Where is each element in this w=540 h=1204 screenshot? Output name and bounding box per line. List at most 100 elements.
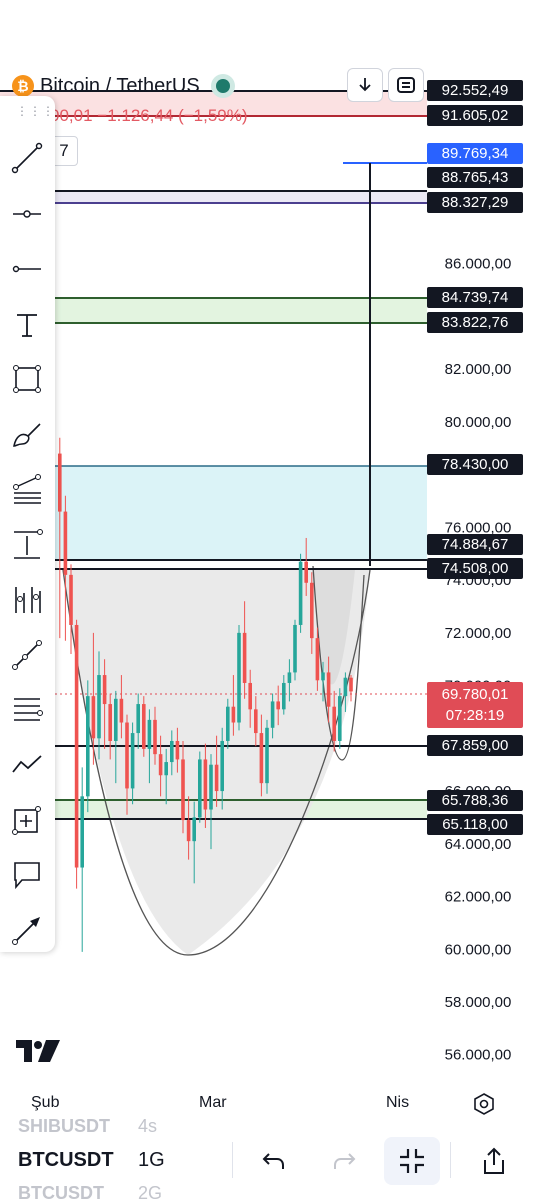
candle-body [186,820,191,842]
candle-body [265,727,269,784]
candle-body [231,706,236,723]
price-tick-2: 80.000,00 [445,414,512,431]
price-change: 00,01 −1.126,44 (−1,59%) [50,106,248,125]
horizontal-line-tool[interactable] [9,251,45,287]
market-open-indicator [215,79,230,93]
tradingview-logo-icon [16,1040,62,1067]
candle-body [198,759,202,818]
candle-body [181,759,185,821]
download-button[interactable] [347,68,383,102]
prev-symbol[interactable]: SHIBUSDT [18,1116,111,1136]
cyan-target-zone [55,466,427,560]
current-interval[interactable]: 1G [138,1149,165,1171]
price-label-2: 89.769,34 [427,143,523,164]
candle-body [349,677,353,692]
price-ticks: 86.000,0082.000,0080.000,0076.000,0074.0… [445,256,512,1064]
time-label-feb: Şub [31,1094,60,1111]
path-icon [12,640,42,670]
symbol-header[interactable]: ₿ Bitcoin / TetherUS [12,70,230,102]
arrow-icon [12,917,40,945]
candle-body [130,733,135,789]
fullscreen-collapse-icon [400,1149,424,1173]
horizontal-ray-tool[interactable] [9,196,45,232]
candle-body [69,574,73,625]
current-symbol[interactable]: BTCUSDT [18,1149,114,1171]
chart-settings-button[interactable] [470,1090,498,1118]
candle-body [114,698,118,741]
callout-icon [14,862,40,890]
candle-body [276,701,280,710]
price-label-3: 88.765,43 [427,167,523,188]
prev-interval[interactable]: 4s [138,1116,158,1136]
candle-body [321,672,325,681]
purple-zone [55,191,427,203]
horizontal-ray-icon [13,210,41,218]
pitchfork-icon [15,587,41,613]
candle-body [298,561,303,625]
rectangle-icon [13,365,41,393]
next-interval[interactable]: 2G [138,1183,163,1203]
time-label-apr: Nis [386,1094,410,1111]
trend-line-tool[interactable] [9,140,45,176]
callout-tool[interactable] [9,857,45,893]
pattern-icon [12,755,42,773]
parallel-channel-tool[interactable] [9,692,45,728]
rectangle-tool[interactable] [9,361,45,397]
redo-icon [334,1153,356,1169]
candle-body [326,672,331,707]
candle-body [63,511,68,575]
time-label-mar: Mar [199,1094,227,1111]
undo-icon [262,1153,284,1169]
text-tool[interactable] [9,306,45,342]
candle-body [242,632,247,683]
candle-body [136,704,140,734]
bottom-divider [232,1142,233,1178]
long-position-tool[interactable] [9,527,45,563]
horizontal-lines [0,90,427,820]
candle-body [164,762,168,776]
candle-body [259,733,264,784]
candle-body [102,675,107,705]
price-label-6: 83.822,76 [427,312,523,333]
fullscreen-collapse-button[interactable] [384,1137,440,1185]
measure-icon [12,806,41,835]
pattern-tool[interactable] [9,747,45,783]
horizontal-line-icon [12,265,41,273]
price-tick-1: 82.000,00 [445,361,512,378]
price-label-10: 67.859,00 [427,735,523,756]
undo-button[interactable] [246,1137,302,1185]
candle-body [147,719,152,749]
candle-body [58,453,62,512]
pitchfork-tool[interactable] [9,582,45,618]
bar-countdown: 07:28:19 [445,707,505,724]
candle-body [304,561,308,583]
price-label-11: 65.788,36 [427,790,523,811]
path-tool[interactable] [9,637,45,673]
next-symbol[interactable]: BTCUSDT [18,1183,104,1203]
price-label-8: 74.884,67 [427,534,523,555]
candle-body [119,698,124,723]
layout-icon [397,77,415,93]
candle-body [270,701,275,728]
candles-layer [58,437,353,952]
candle-body [158,754,163,776]
price-tick-10: 60.000,00 [445,941,512,958]
long-position-icon [14,529,43,559]
candle-body [214,764,219,792]
arrow-tool[interactable] [9,912,45,948]
drag-handle-icon[interactable]: ⋮⋮⋮ [16,104,55,118]
fib-retracement-tool[interactable] [9,472,45,508]
layout-button[interactable] [388,68,424,102]
settings-icon [474,1093,494,1115]
candle-body [203,759,208,810]
measure-tool[interactable] [9,802,45,838]
brush-tool[interactable] [9,417,45,453]
bottom-divider-2 [450,1142,451,1178]
fib-retracement-icon [13,474,41,504]
redo-button[interactable] [316,1137,372,1185]
symbol-title[interactable]: Bitcoin / TetherUS [40,74,200,97]
share-button[interactable] [466,1137,522,1185]
candle-body [192,817,196,842]
candle-body [74,624,79,868]
